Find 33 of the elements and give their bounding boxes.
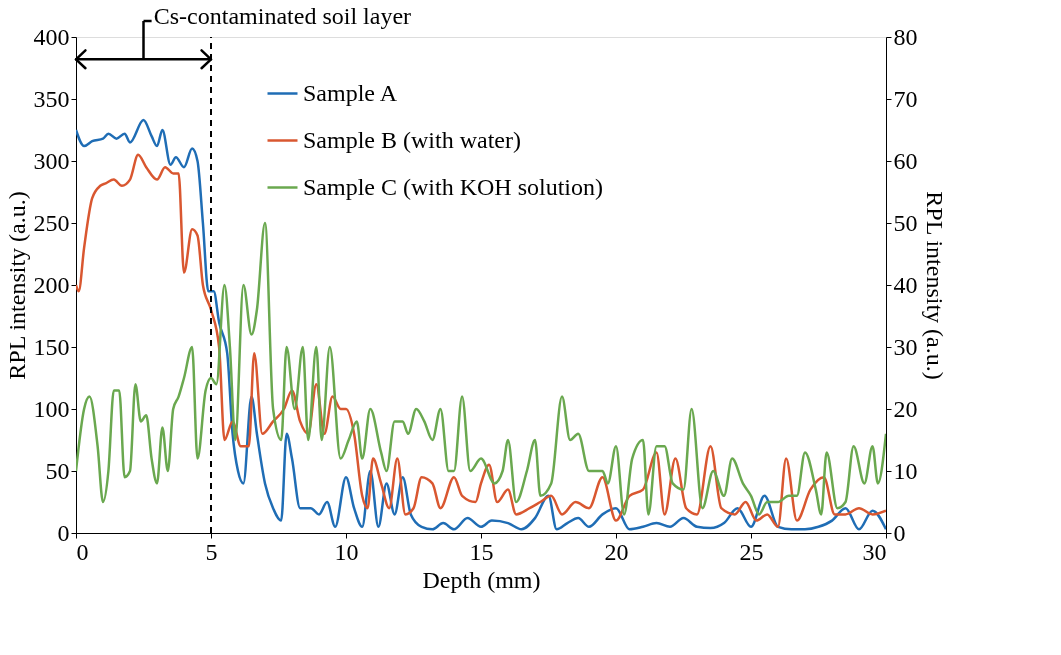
x-tick-label: 5 bbox=[205, 538, 218, 565]
y-tick-label: 300 bbox=[33, 147, 70, 174]
y2-tick-label: 10 bbox=[893, 457, 918, 484]
y2-tick-label: 60 bbox=[893, 147, 918, 174]
x-tick-label: 0 bbox=[76, 538, 89, 565]
y-axis-title: RPL intensity (a.u.) bbox=[3, 191, 30, 380]
y2-tick-label: 70 bbox=[893, 85, 918, 112]
y2-tick-label: 20 bbox=[893, 395, 918, 422]
y-tick-label: 250 bbox=[33, 209, 70, 236]
x-tick-label: 15 bbox=[469, 538, 494, 565]
legend-label: Sample B (with water) bbox=[303, 126, 521, 153]
legend-label: Sample C (with KOH solution) bbox=[303, 173, 603, 200]
y-tick-label: 0 bbox=[57, 519, 70, 546]
x-tick-label: 10 bbox=[334, 538, 359, 565]
y2-tick-label: 80 bbox=[893, 23, 918, 50]
y2-tick-label: 0 bbox=[893, 519, 906, 546]
x-tick-label: 30 bbox=[862, 538, 887, 565]
legend-label: Sample A bbox=[303, 79, 398, 106]
y2-axis-title: RPL intensity (a.u.) bbox=[921, 191, 948, 380]
x-tick-label: 25 bbox=[739, 538, 764, 565]
y-tick-label: 100 bbox=[33, 395, 70, 422]
y-tick-label: 200 bbox=[33, 271, 70, 298]
text: Cs-contaminated soil layer bbox=[153, 3, 412, 29]
y-tick-label: 400 bbox=[33, 23, 70, 50]
line-series bbox=[76, 221, 886, 516]
y-tick-label: 150 bbox=[33, 333, 70, 360]
x-axis-title: Depth (mm) bbox=[422, 566, 541, 593]
y-tick-label: 50 bbox=[45, 457, 70, 484]
y-tick-label: 350 bbox=[33, 85, 70, 112]
x-tick-label: 20 bbox=[604, 538, 629, 565]
y2-tick-label: 50 bbox=[893, 209, 918, 236]
y2-tick-label: 40 bbox=[893, 271, 918, 298]
y2-tick-label: 30 bbox=[893, 333, 918, 360]
